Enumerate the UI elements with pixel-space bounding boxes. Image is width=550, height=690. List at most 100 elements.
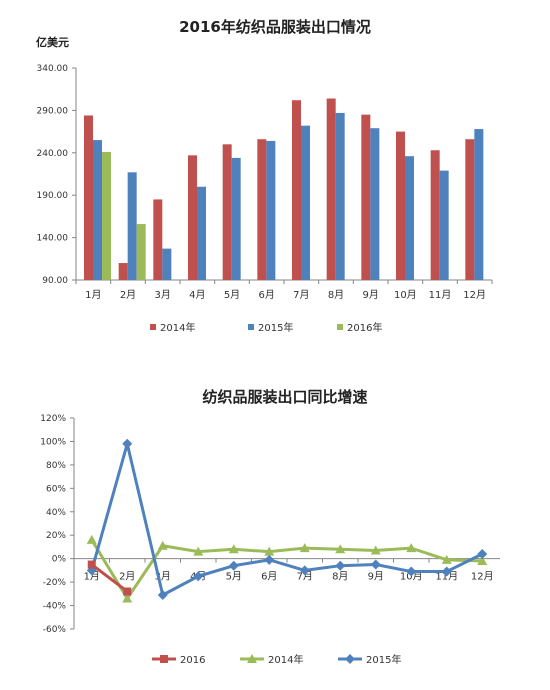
bar-2015年 (370, 128, 380, 280)
line-chart-title: 纺织品服装出口同比增速 (202, 388, 367, 406)
x-tick-label: 5月 (226, 571, 242, 583)
bar-chart-title: 2016年纺织品服装出口情况 (179, 18, 371, 36)
point-2016 (87, 560, 96, 569)
x-tick-label: 10月 (400, 571, 423, 583)
x-tick-label: 4月 (189, 289, 205, 301)
x-tick-label: 5月 (224, 289, 240, 301)
y-tick-label: 100% (40, 437, 66, 447)
export-bar-chart: 2016年纺织品服装出口情况 亿美元 90.00 140.00 190.00 240.… (36, 18, 493, 334)
x-tick-label: 6月 (258, 289, 274, 301)
bar-2016年 (136, 224, 146, 280)
point-2015年 (122, 438, 133, 449)
point-2014年 (299, 543, 310, 553)
y-tick-label: 90.00 (42, 276, 68, 286)
x-tick-label: 12月 (471, 571, 494, 583)
y-tick-label: 60% (46, 484, 66, 494)
point-2015年 (228, 560, 239, 571)
bar-2014年 (430, 150, 440, 280)
y-tick-label: 340.00 (37, 64, 69, 74)
point-2014年 (406, 543, 417, 553)
legend-label: 2015年 (366, 653, 401, 666)
bar-2015年 (335, 112, 345, 280)
bar-2014年 (361, 114, 371, 280)
bar-2015年 (93, 140, 102, 280)
legend-label: 2014年 (160, 321, 195, 334)
point-2015年 (157, 590, 168, 601)
legend-swatch (248, 324, 254, 330)
bar-2015年 (301, 125, 310, 280)
bar-2014年 (257, 139, 267, 280)
x-tick-label: 3月 (154, 289, 170, 301)
point-2014年 (86, 534, 97, 544)
point-2016 (123, 587, 132, 596)
point-2015年 (406, 566, 417, 577)
bar-2014年 (222, 144, 232, 280)
y-tick-label: 120% (40, 414, 66, 424)
bar-2015年 (405, 156, 414, 280)
x-tick-label: 1月 (85, 289, 101, 301)
series-line-2014年 (90, 539, 483, 601)
x-tick-label: 8月 (328, 289, 344, 301)
point-2014年 (157, 540, 168, 550)
point-2015年 (370, 559, 381, 570)
x-tick-label: 2月 (119, 571, 135, 583)
y-tick-label: 140.00 (37, 234, 69, 244)
y-tick-label: 0% (52, 555, 67, 565)
y-tick-label: 240.00 (37, 149, 69, 159)
legend-marker (160, 655, 168, 663)
bar-2014年 (292, 100, 301, 280)
growth-line-chart: 纺织品服装出口同比增速 -60% -40% -20% 0% 20% 40% 60% 80% 10… (40, 388, 500, 666)
bar-chart-unit-label: 亿美元 (36, 35, 69, 49)
bar-2015年 (127, 172, 137, 280)
bar-2014年 (326, 98, 336, 280)
point-2014年 (122, 593, 133, 603)
x-tick-label: 9月 (362, 289, 378, 301)
bar-2014年 (153, 199, 163, 280)
legend-label: 2014年 (268, 653, 303, 666)
y-tick-label: 190.00 (37, 191, 69, 201)
bar-2015年 (197, 186, 206, 280)
bar-2015年 (439, 170, 449, 280)
bar-2014年 (188, 155, 197, 280)
legend-swatch (337, 324, 343, 330)
y-tick-label: 290.00 (37, 106, 69, 116)
legend-label: 2015年 (258, 321, 293, 334)
bar-2014年 (396, 131, 405, 280)
bar-2014年 (84, 115, 93, 280)
point-2015年 (335, 560, 346, 571)
x-tick-label: 1月 (84, 571, 100, 583)
point-2015年 (193, 571, 204, 582)
series-line-2015年 (90, 442, 483, 597)
legend-label: 2016年 (347, 321, 382, 334)
x-tick-label: 12月 (463, 289, 486, 301)
bar-2015年 (231, 157, 241, 280)
point-2015年 (299, 565, 310, 576)
point-2014年 (264, 546, 275, 556)
y-tick-label: -40% (43, 602, 67, 612)
bar-2014年 (118, 263, 128, 280)
bar-2015年 (474, 129, 484, 280)
x-tick-label: 9月 (368, 571, 384, 583)
y-tick-label: 80% (46, 461, 66, 471)
y-tick-label: -20% (43, 578, 67, 588)
point-2014年 (370, 545, 381, 555)
x-tick-label: 7月 (293, 289, 309, 301)
y-tick-label: 40% (46, 508, 66, 518)
point-2015年 (264, 554, 275, 565)
point-2014年 (228, 544, 239, 554)
point-2015年 (477, 548, 488, 559)
x-tick-label: 10月 (394, 289, 417, 301)
legend-marker (345, 654, 355, 664)
x-tick-label: 2月 (120, 289, 136, 301)
legend-swatch (150, 324, 156, 330)
legend-label: 2016 (180, 655, 205, 666)
x-tick-label: 6月 (261, 571, 277, 583)
y-tick-label: 20% (46, 531, 66, 541)
legend-marker (247, 654, 257, 663)
x-tick-label: 11月 (429, 289, 452, 301)
point-2014年 (193, 546, 204, 556)
y-tick-label: -60% (43, 625, 67, 635)
bar-2014年 (465, 139, 475, 280)
bar-2016年 (102, 151, 111, 280)
